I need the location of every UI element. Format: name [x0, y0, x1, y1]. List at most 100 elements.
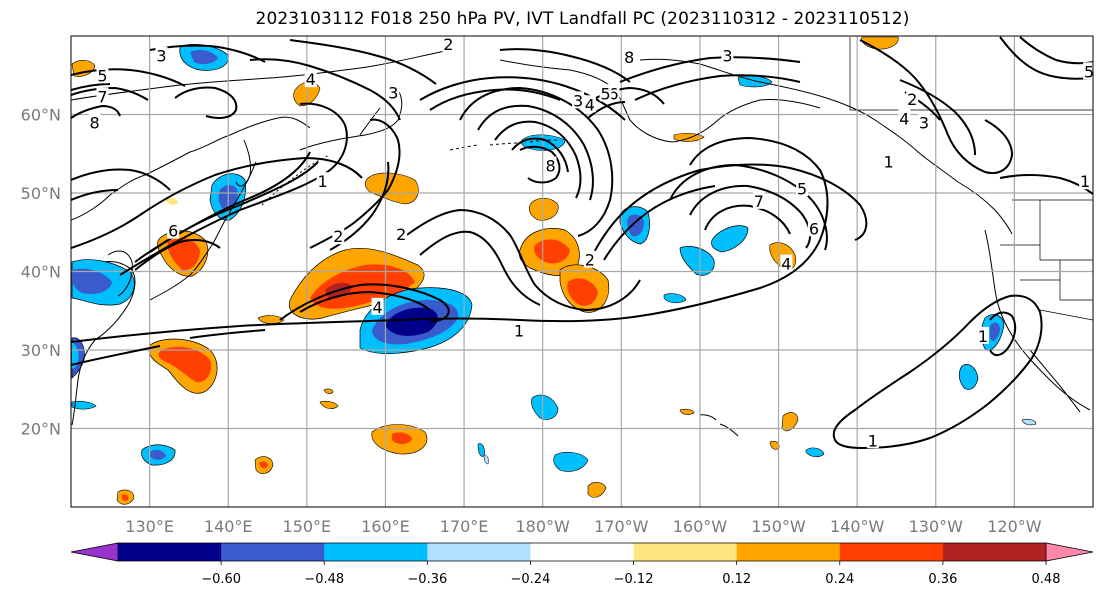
contour-label-bg-27 — [906, 89, 919, 107]
contour-aleutian-3 — [499, 48, 631, 83]
contour-label-2: 7 — [97, 87, 107, 106]
contour-label-8: 2 — [333, 227, 343, 246]
contour-ridge-west — [309, 118, 401, 249]
contour-label-4: 4 — [306, 70, 316, 89]
lon-label-7: 160°W — [673, 517, 728, 536]
contour-kamchatka-top-3 — [289, 39, 437, 85]
contour-label-bg-28 — [882, 152, 895, 170]
contour-west-1 — [71, 168, 171, 191]
contour-label-11: 4 — [373, 298, 383, 317]
contour-label-1: 5 — [97, 66, 107, 85]
colorbar-bin-4 — [530, 543, 635, 561]
lat-label-3: 50°N — [21, 184, 61, 203]
colorbar-extend-low — [70, 542, 119, 562]
contour-label-30: 5 — [1084, 62, 1094, 81]
contour-label-14: 8 — [545, 157, 555, 176]
lon-label-0: 130°E — [125, 517, 174, 536]
colorbar-extend-high — [1045, 542, 1094, 562]
colorbar-label-7: 0.36 — [928, 572, 957, 587]
coast-bering — [499, 59, 821, 143]
contour-label-bg-26 — [917, 113, 930, 131]
contour-label-29: 1 — [1080, 172, 1090, 191]
colorbar-bin-2 — [324, 543, 428, 561]
contour-label-0: 3 — [156, 47, 166, 66]
contour-bering-inner — [519, 145, 561, 184]
contour-aleutian-2 — [429, 88, 561, 111]
contour-kamchatka-top-2 — [249, 58, 401, 121]
contour-label-bg-21 — [796, 179, 809, 197]
contour-ridge-west-2 — [329, 161, 390, 251]
contour-alaska-north-1 — [619, 56, 801, 83]
map-border — [70, 35, 1094, 508]
coast-alaska — [639, 58, 1013, 235]
contour-canada-1 — [999, 36, 1093, 80]
contour-label-6: 2 — [443, 35, 453, 54]
contour-label-bg-29 — [1079, 172, 1092, 190]
contour-southeast-2 — [989, 311, 1017, 356]
contour-label-bg-2 — [96, 87, 109, 105]
colorbar-bin-0 — [118, 543, 222, 561]
contour-alaska-inner-2 — [587, 101, 626, 119]
contour-label-23: 6 — [809, 219, 819, 238]
colorbar-bin-5 — [633, 543, 738, 561]
contour-label-17: 6 — [608, 84, 618, 103]
contour-northwest-strip — [71, 83, 111, 91]
contour-label-9: 2 — [396, 225, 406, 244]
colorbar-label-4: −0.12 — [614, 572, 654, 587]
contour-label-bg-31 — [866, 431, 879, 449]
contour-label-bg-6 — [442, 36, 455, 52]
contour-label-bg-20 — [721, 46, 734, 64]
contour-label-bg-10 — [167, 221, 180, 239]
contour-loop-kuroshio — [279, 283, 450, 323]
contour-north-pacific-upper-2 — [603, 185, 716, 261]
contour-west-5 — [71, 104, 121, 119]
contour-west-3 — [71, 68, 186, 87]
pv-negative-east — [477, 75, 1037, 472]
lon-label-3: 160°E — [361, 517, 410, 536]
colorbar: −0.60 −0.48 −0.36 −0.24 −0.12 0.12 0.24 0.36 0.4… — [70, 542, 1094, 587]
colorbar-bin-6 — [736, 543, 841, 561]
coast-sakhalin — [235, 139, 251, 187]
contour-label-26: 3 — [919, 113, 929, 132]
contour-bering-low-2 — [477, 104, 594, 201]
contour-label-bg-5 — [387, 83, 400, 101]
coast-west-america — [984, 229, 1091, 411]
coast-baja — [1029, 349, 1081, 413]
contour-label-bg-7 — [316, 172, 329, 190]
contour-label-bg-25 — [898, 109, 911, 127]
contour-label-bg-19 — [623, 48, 636, 66]
contour-label-25: 4 — [899, 109, 909, 128]
lon-label-1: 140°E — [204, 517, 253, 536]
lon-label-10: 130°W — [909, 517, 964, 536]
colorbar-label-1: −0.48 — [304, 572, 344, 587]
contour-label-bg-12 — [513, 321, 526, 339]
colorbar-label-6: 0.24 — [825, 572, 854, 587]
contour-southeast-1 — [832, 294, 1043, 450]
lon-label-8: 150°W — [751, 517, 806, 536]
contour-label-bg-24 — [780, 254, 793, 272]
contour-aleutian-1 — [419, 76, 626, 121]
contour-label-bg-1 — [96, 66, 109, 84]
lon-label-6: 170°W — [594, 517, 649, 536]
contour-label-16: 3 — [573, 91, 583, 110]
contour-gulf-alaska-1 — [669, 163, 828, 251]
contour-1-main — [71, 136, 829, 343]
contour-label-19: 8 — [624, 48, 634, 67]
contour-label-bg-3 — [88, 113, 101, 131]
contour-label-bg-0 — [155, 46, 168, 64]
contour-label-27: 2 — [907, 90, 917, 109]
coast-japan — [149, 161, 257, 301]
pv-shading — [71, 36, 1037, 505]
contour-alaska-north-2 — [634, 74, 801, 101]
lat-label-2: 40°N — [21, 263, 61, 282]
lat-label-1: 30°N — [21, 341, 61, 360]
contour-label-bg-13 — [583, 250, 596, 268]
longitude-labels: 130°E 140°E 150°E 160°E 170°E 180°W 170°W 160°W… — [125, 517, 1041, 536]
political-borders — [849, 37, 1093, 321]
coastlines — [71, 49, 1091, 437]
contour-label-18: 5 — [600, 84, 610, 103]
contour-label-bg-30 — [1083, 62, 1093, 80]
contour-bering-low-3 — [494, 120, 582, 199]
colorbar-bin-7 — [839, 543, 944, 561]
colorbar-label-5: 0.12 — [722, 572, 751, 587]
